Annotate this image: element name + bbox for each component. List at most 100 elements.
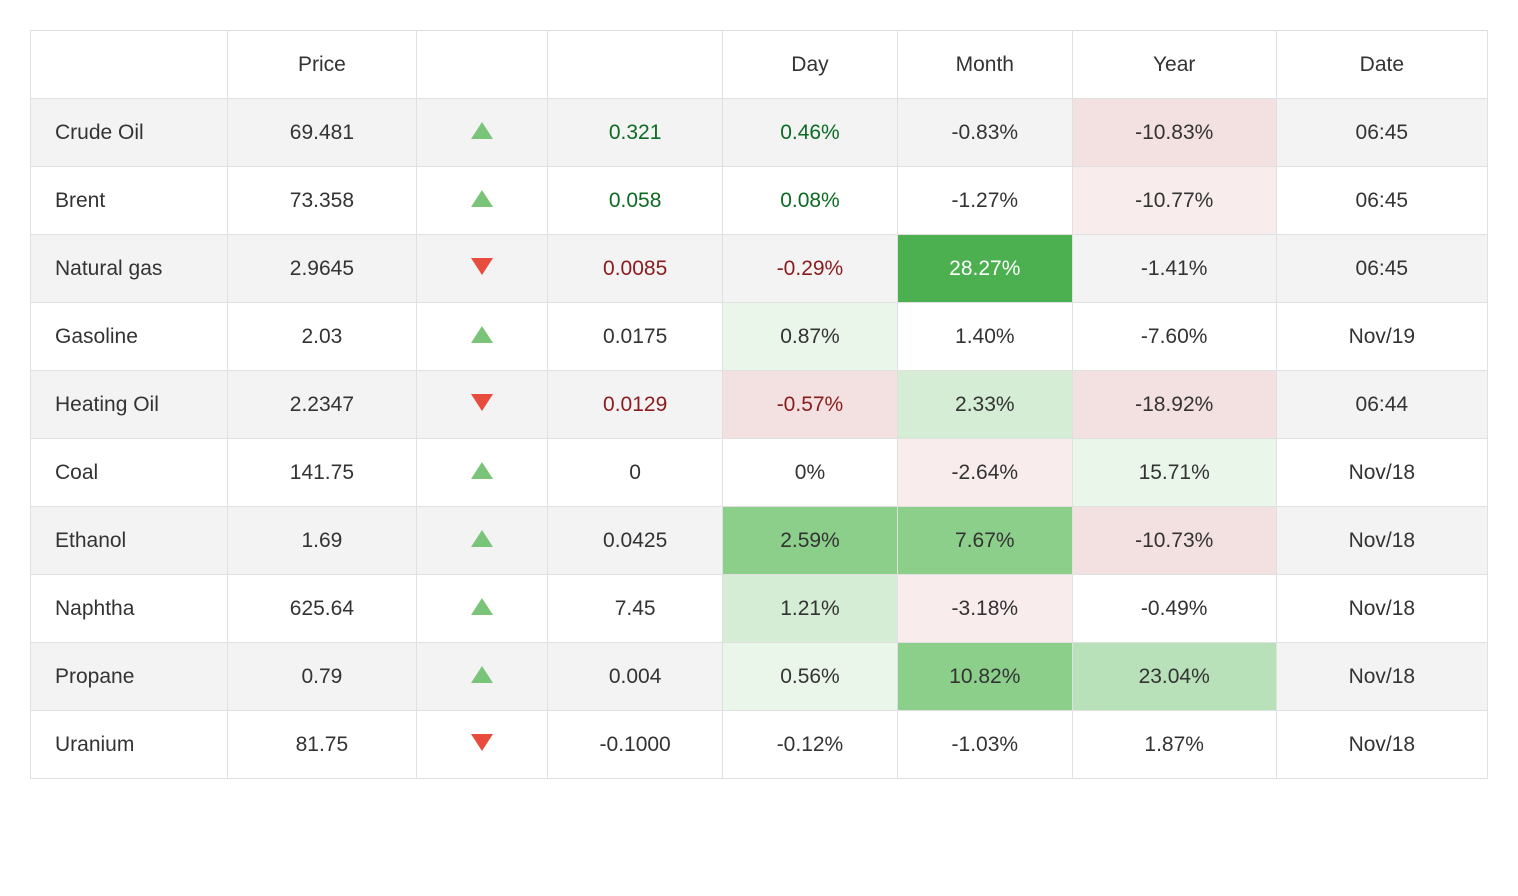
day-cell: 0.08% bbox=[723, 167, 898, 235]
change-cell: 0.0129 bbox=[548, 371, 723, 439]
year-cell: -10.73% bbox=[1072, 507, 1276, 575]
arrow-up-icon bbox=[471, 530, 493, 547]
direction-cell bbox=[417, 99, 548, 167]
date-cell: Nov/18 bbox=[1276, 711, 1487, 779]
commodity-name-link[interactable]: Crude Oil bbox=[55, 121, 144, 144]
date-cell: 06:45 bbox=[1276, 99, 1487, 167]
col-header-year[interactable]: Year bbox=[1072, 31, 1276, 99]
table-row: Crude Oil 69.481 0.3210.46%-0.83%-10.83%06… bbox=[31, 99, 1488, 167]
table-row: Naphtha 625.64 7.451.21%-3.18%-0.49%Nov/18 bbox=[31, 575, 1488, 643]
change-cell: 0 bbox=[548, 439, 723, 507]
month-cell: 1.40% bbox=[897, 303, 1072, 371]
direction-cell bbox=[417, 711, 548, 779]
day-cell: 0.87% bbox=[723, 303, 898, 371]
price-cell: 69.481 bbox=[227, 99, 416, 167]
price-cell: 81.75 bbox=[227, 711, 416, 779]
day-cell: -0.29% bbox=[723, 235, 898, 303]
commodity-name-link[interactable]: Natural gas bbox=[55, 257, 162, 280]
commodity-name-link[interactable]: Naphtha bbox=[55, 597, 134, 620]
col-header-name[interactable] bbox=[31, 31, 228, 99]
month-cell: -1.03% bbox=[897, 711, 1072, 779]
table-header-row: Price Day Month Year Date bbox=[31, 31, 1488, 99]
col-header-day[interactable]: Day bbox=[723, 31, 898, 99]
col-header-price[interactable]: Price bbox=[227, 31, 416, 99]
year-cell: 1.87% bbox=[1072, 711, 1276, 779]
year-cell: 23.04% bbox=[1072, 643, 1276, 711]
direction-cell bbox=[417, 507, 548, 575]
month-cell: 10.82% bbox=[897, 643, 1072, 711]
direction-cell bbox=[417, 575, 548, 643]
table-row: Brent73.3580.0580.08%-1.27%-10.77%06:45 bbox=[31, 167, 1488, 235]
arrow-down-icon bbox=[471, 734, 493, 751]
commodity-name-link[interactable]: Uranium bbox=[55, 733, 134, 756]
commodity-name-link[interactable]: Ethanol bbox=[55, 529, 126, 552]
direction-cell bbox=[417, 439, 548, 507]
day-cell: 0.46% bbox=[723, 99, 898, 167]
direction-cell bbox=[417, 303, 548, 371]
change-cell: 0.0425 bbox=[548, 507, 723, 575]
day-cell: 1.21% bbox=[723, 575, 898, 643]
date-cell: Nov/18 bbox=[1276, 439, 1487, 507]
arrow-up-icon bbox=[471, 190, 493, 207]
table-row: Propane 0.79 0.0040.56%10.82%23.04%Nov/18 bbox=[31, 643, 1488, 711]
date-cell: 06:44 bbox=[1276, 371, 1487, 439]
col-header-arrow bbox=[417, 31, 548, 99]
table-row: Ethanol1.690.04252.59%7.67%-10.73%Nov/18 bbox=[31, 507, 1488, 575]
table-row: Gasoline 2.03 0.01750.87%1.40%-7.60%Nov/19 bbox=[31, 303, 1488, 371]
table-row: Uranium81.75-0.1000-0.12%-1.03%1.87%Nov/… bbox=[31, 711, 1488, 779]
day-cell: 0.56% bbox=[723, 643, 898, 711]
year-cell: -18.92% bbox=[1072, 371, 1276, 439]
date-cell: Nov/18 bbox=[1276, 643, 1487, 711]
direction-cell bbox=[417, 235, 548, 303]
col-header-date[interactable]: Date bbox=[1276, 31, 1487, 99]
price-cell: 2.9645 bbox=[227, 235, 416, 303]
arrow-up-icon bbox=[471, 122, 493, 139]
year-cell: -10.83% bbox=[1072, 99, 1276, 167]
commodity-name-link[interactable]: Coal bbox=[55, 461, 98, 484]
direction-cell bbox=[417, 167, 548, 235]
year-cell: -0.49% bbox=[1072, 575, 1276, 643]
commodity-name-link[interactable]: Gasoline bbox=[55, 325, 138, 348]
month-cell: -2.64% bbox=[897, 439, 1072, 507]
change-cell: 0.058 bbox=[548, 167, 723, 235]
arrow-down-icon bbox=[471, 394, 493, 411]
commodities-prices-table: Price Day Month Year Date Crude Oil 69.48… bbox=[30, 30, 1488, 779]
year-cell: 15.71% bbox=[1072, 439, 1276, 507]
date-cell: Nov/19 bbox=[1276, 303, 1487, 371]
change-cell: 7.45 bbox=[548, 575, 723, 643]
year-cell: -1.41% bbox=[1072, 235, 1276, 303]
change-cell: 0.0085 bbox=[548, 235, 723, 303]
col-header-change[interactable] bbox=[548, 31, 723, 99]
price-cell: 1.69 bbox=[227, 507, 416, 575]
change-cell: 0.321 bbox=[548, 99, 723, 167]
arrow-up-icon bbox=[471, 462, 493, 479]
price-cell: 2.2347 bbox=[227, 371, 416, 439]
arrow-up-icon bbox=[471, 666, 493, 683]
table-row: Coal141.7500%-2.64%15.71%Nov/18 bbox=[31, 439, 1488, 507]
change-cell: 0.004 bbox=[548, 643, 723, 711]
arrow-up-icon bbox=[471, 326, 493, 343]
date-cell: 06:45 bbox=[1276, 167, 1487, 235]
commodity-name-link[interactable]: Brent bbox=[55, 189, 105, 212]
arrow-down-icon bbox=[471, 258, 493, 275]
commodity-name-link[interactable]: Propane bbox=[55, 665, 134, 688]
price-cell: 0.79 bbox=[227, 643, 416, 711]
month-cell: 28.27% bbox=[897, 235, 1072, 303]
month-cell: 7.67% bbox=[897, 507, 1072, 575]
price-cell: 2.03 bbox=[227, 303, 416, 371]
date-cell: 06:45 bbox=[1276, 235, 1487, 303]
col-header-month[interactable]: Month bbox=[897, 31, 1072, 99]
month-cell: -1.27% bbox=[897, 167, 1072, 235]
year-cell: -7.60% bbox=[1072, 303, 1276, 371]
price-cell: 625.64 bbox=[227, 575, 416, 643]
date-cell: Nov/18 bbox=[1276, 507, 1487, 575]
month-cell: -3.18% bbox=[897, 575, 1072, 643]
commodity-name-link[interactable]: Heating Oil bbox=[55, 393, 159, 416]
direction-cell bbox=[417, 643, 548, 711]
price-cell: 141.75 bbox=[227, 439, 416, 507]
date-cell: Nov/18 bbox=[1276, 575, 1487, 643]
direction-cell bbox=[417, 371, 548, 439]
month-cell: -0.83% bbox=[897, 99, 1072, 167]
change-cell: -0.1000 bbox=[548, 711, 723, 779]
change-cell: 0.0175 bbox=[548, 303, 723, 371]
